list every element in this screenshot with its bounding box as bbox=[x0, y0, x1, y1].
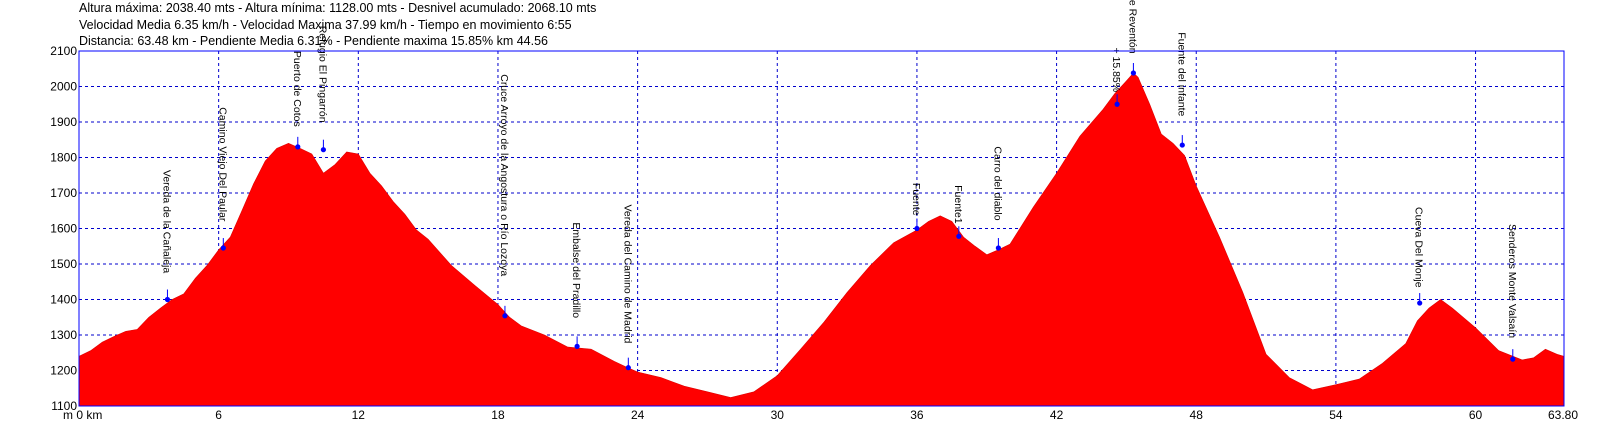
waypoint-label: Camino Viejo Del Paular bbox=[216, 107, 228, 222]
waypoint: Carro del diablo bbox=[991, 146, 1003, 251]
y-tick-label: 2000 bbox=[50, 80, 77, 94]
waypoint: Cruce Arroyo de la Angostura o Río Lozoy… bbox=[498, 74, 510, 319]
waypoint-label: Cruce Arroyo de la Angostura o Río Lozoy… bbox=[498, 74, 510, 276]
x-tick-label: 63.80 bbox=[1548, 408, 1578, 422]
waypoint: Fuente bbox=[910, 183, 922, 232]
waypoint-label: Embalse del Pradillo bbox=[570, 222, 582, 318]
stats-line-altitude: Altura máxima: 2038.40 mts - Altura míni… bbox=[79, 1, 597, 15]
x-tick-label: 12 bbox=[352, 408, 366, 422]
waypoint-marker bbox=[164, 296, 171, 303]
y-axis-ticks: 1100 1200 1300 1400 1500 1600 1700 1800 1900 2000… bbox=[50, 44, 77, 413]
waypoint-marker bbox=[1179, 142, 1185, 148]
plot-border bbox=[78, 50, 1565, 407]
waypoint-marker bbox=[625, 365, 631, 371]
x-axis-ticks: m 0 km 6 12 18 24 30 36 42 48 54 60 63.80 bbox=[63, 408, 1578, 422]
waypoint-marker bbox=[1417, 300, 1423, 306]
x-tick-label: 6 bbox=[215, 408, 222, 422]
waypoints: Vereda de la Cañaleja Camino Viejo Del Pa… bbox=[160, 0, 1518, 371]
y-tick-label: 2100 bbox=[50, 44, 77, 58]
waypoint-marker bbox=[502, 313, 508, 319]
waypoint-label: Cueva Del Monje bbox=[1413, 207, 1425, 288]
x-tick-label: 54 bbox=[1329, 408, 1343, 422]
waypoint-marker bbox=[1510, 356, 1516, 362]
x-tick-label: m 0 km bbox=[63, 408, 102, 422]
waypoint: Camino Viejo Del Paular bbox=[216, 107, 228, 251]
waypoint-label: Refugio El Pingarrón bbox=[316, 26, 328, 123]
waypoint-marker bbox=[1130, 70, 1136, 76]
waypoint-marker bbox=[1114, 101, 1120, 107]
y-tick-label: 1700 bbox=[50, 186, 77, 200]
y-tick-label: 1600 bbox=[50, 222, 77, 236]
y-tick-label: 1200 bbox=[50, 364, 77, 378]
waypoint: Puerto de Cotos bbox=[291, 51, 303, 150]
waypoint: Puerto de Reventón bbox=[1126, 0, 1138, 76]
x-tick-label: 30 bbox=[771, 408, 785, 422]
elevation-area bbox=[78, 72, 1565, 407]
y-tick-label: 1300 bbox=[50, 328, 77, 342]
stats-line-speed: Velocidad Media 6.35 km/h - Velocidad Ma… bbox=[79, 17, 572, 32]
waypoint-label: Vereda de la Cañaleja bbox=[160, 170, 172, 273]
x-tick-label: 42 bbox=[1050, 408, 1064, 422]
waypoint: Cueva Del Monje bbox=[1413, 207, 1425, 306]
waypoint: Fuente del infante bbox=[1175, 32, 1187, 148]
x-tick-label: 36 bbox=[910, 408, 924, 422]
waypoint-label: Carro del diablo bbox=[991, 146, 1003, 220]
waypoint-marker bbox=[295, 144, 301, 150]
stats-line-distance: Distancia: 63.48 km - Pendiente Media 6.… bbox=[79, 34, 549, 48]
waypoint: + 15.85% bbox=[1110, 47, 1122, 107]
y-tick-label: 1500 bbox=[50, 257, 77, 271]
waypoint-marker bbox=[914, 225, 920, 232]
waypoint-label: Vereda del Camino de Madrid bbox=[621, 204, 633, 343]
x-tick-label: 60 bbox=[1469, 408, 1483, 422]
waypoint: Fuente1 bbox=[952, 185, 964, 239]
waypoint-marker bbox=[995, 245, 1001, 251]
waypoint-label: Puerto de Cotos bbox=[291, 51, 303, 127]
waypoint-label: Fuente del infante bbox=[1175, 32, 1187, 116]
waypoint: Vereda de la Cañaleja bbox=[160, 170, 172, 303]
x-tick-label: 48 bbox=[1190, 408, 1204, 422]
waypoint-label: Puerto de Reventón bbox=[1126, 0, 1138, 54]
y-tick-label: 1900 bbox=[50, 115, 77, 129]
y-tick-label: 1400 bbox=[50, 293, 77, 307]
waypoint-marker bbox=[220, 245, 226, 251]
waypoint-label: Senderos Monte Valsaín bbox=[1506, 224, 1518, 338]
waypoint-marker bbox=[956, 233, 962, 239]
y-tick-label: 1800 bbox=[50, 151, 77, 165]
x-tick-label: 18 bbox=[491, 408, 505, 422]
route-stats: Altura máxima: 2038.40 mts - Altura míni… bbox=[79, 0, 596, 50]
waypoint: Refugio El Pingarrón bbox=[316, 26, 328, 153]
waypoint-label: Fuente bbox=[910, 183, 922, 216]
x-tick-label: 24 bbox=[631, 408, 645, 422]
waypoint-label: Fuente1 bbox=[952, 185, 964, 224]
waypoint-marker bbox=[574, 343, 580, 349]
waypoint-marker bbox=[320, 147, 326, 153]
waypoint: Embalse del Pradillo bbox=[570, 222, 582, 349]
waypoint-label: + 15.85% bbox=[1110, 47, 1122, 92]
waypoint: Senderos Monte Valsaín bbox=[1506, 224, 1518, 362]
y-tick-label: 1100 bbox=[51, 399, 77, 413]
waypoint: Vereda del Camino de Madrid bbox=[621, 204, 633, 371]
